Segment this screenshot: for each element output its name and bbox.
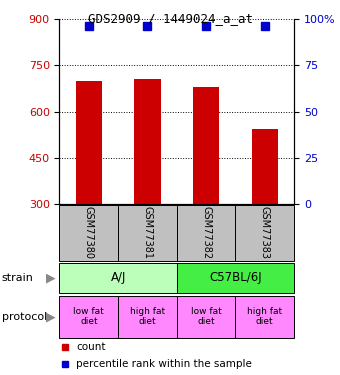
Text: ▶: ▶: [46, 272, 56, 284]
Bar: [177, 296, 235, 338]
Bar: [235, 205, 294, 261]
Bar: [75, 81, 102, 204]
Bar: [177, 262, 294, 293]
Bar: [59, 296, 118, 338]
Bar: [235, 296, 294, 338]
Bar: [177, 205, 235, 261]
Text: GSM77380: GSM77380: [84, 206, 94, 260]
Text: count: count: [76, 342, 105, 352]
Bar: [118, 296, 177, 338]
Bar: [59, 262, 177, 293]
Text: protocol: protocol: [2, 312, 47, 321]
Text: low fat
diet: low fat diet: [73, 307, 104, 326]
Text: GSM77383: GSM77383: [260, 206, 270, 260]
Text: percentile rank within the sample: percentile rank within the sample: [76, 359, 252, 369]
Bar: [134, 79, 161, 204]
Text: GSM77381: GSM77381: [142, 206, 152, 260]
Bar: [118, 205, 177, 261]
Text: GDS2909 / 1449024_a_at: GDS2909 / 1449024_a_at: [87, 12, 253, 25]
Text: ▶: ▶: [46, 310, 56, 323]
Text: C57BL/6J: C57BL/6J: [209, 272, 262, 284]
Text: A/J: A/J: [110, 272, 126, 284]
Text: GSM77382: GSM77382: [201, 206, 211, 260]
Text: low fat
diet: low fat diet: [191, 307, 221, 326]
Bar: [252, 129, 278, 204]
Bar: [193, 87, 219, 204]
Text: strain: strain: [2, 273, 34, 283]
Text: high fat
diet: high fat diet: [130, 307, 165, 326]
Text: high fat
diet: high fat diet: [247, 307, 282, 326]
Bar: [59, 205, 118, 261]
